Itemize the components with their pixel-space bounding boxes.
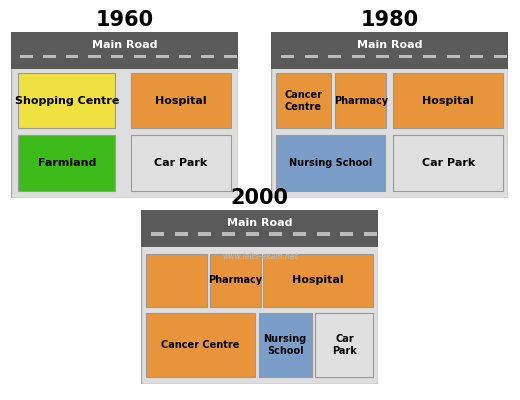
Bar [146,313,255,377]
Bar [393,74,503,128]
Bar [281,55,294,58]
Bar [20,55,33,58]
Bar [335,74,386,128]
Bar [111,55,123,58]
Text: Farmland: Farmland [37,158,96,168]
Bar [11,32,238,68]
Text: Shopping Centre: Shopping Centre [15,96,119,106]
Text: Hospital: Hospital [155,96,207,106]
Text: 1960: 1960 [96,10,153,30]
Text: Car
Park: Car Park [332,334,357,356]
Bar [88,55,101,58]
Bar [222,232,235,236]
Text: Nursing
School: Nursing School [264,334,307,356]
Bar [132,135,231,191]
Text: Main Road: Main Road [357,40,422,50]
Bar [66,55,78,58]
Bar [423,55,436,58]
Bar [210,254,261,308]
Bar [134,55,146,58]
Bar [245,232,258,236]
Text: Pharmacy: Pharmacy [334,96,388,106]
Bar [328,55,341,58]
Bar [175,232,188,236]
Bar [258,313,312,377]
Bar [43,55,56,58]
Text: Car Park: Car Park [154,158,207,168]
Bar [271,32,508,68]
Text: Cancer
Centre: Cancer Centre [284,90,322,112]
Bar [293,232,306,236]
Bar [399,55,412,58]
Bar [156,55,168,58]
Bar [18,135,115,191]
Bar [201,55,214,58]
Text: Nursing School: Nursing School [289,158,372,168]
Text: Hospital: Hospital [292,276,344,286]
Text: Cancer Centre: Cancer Centre [161,340,240,350]
Text: 1980: 1980 [361,10,419,30]
Text: www.ielts-exam.net: www.ielts-exam.net [222,252,297,262]
Bar [393,135,503,191]
Bar [269,232,282,236]
Bar [352,55,365,58]
Bar [305,55,318,58]
Bar [276,135,385,191]
Text: Car Park: Car Park [422,158,475,168]
Text: Main Road: Main Road [227,218,292,228]
Bar [447,55,460,58]
Text: 2000: 2000 [231,188,289,208]
Bar [179,55,191,58]
Bar [340,232,353,236]
Bar [317,232,330,236]
Text: Hospital: Hospital [422,96,474,106]
Bar [18,74,115,128]
Bar [224,55,237,58]
Text: Main Road: Main Road [92,40,157,50]
Bar [263,254,373,308]
Bar [141,210,378,246]
Bar [375,55,388,58]
Bar [470,55,483,58]
Text: Pharmacy: Pharmacy [209,276,263,286]
Bar [315,313,373,377]
Bar [151,232,164,236]
Bar [198,232,211,236]
Bar [494,55,507,58]
Bar [276,74,331,128]
Bar [146,254,206,308]
Bar [132,74,231,128]
Bar [364,232,377,236]
